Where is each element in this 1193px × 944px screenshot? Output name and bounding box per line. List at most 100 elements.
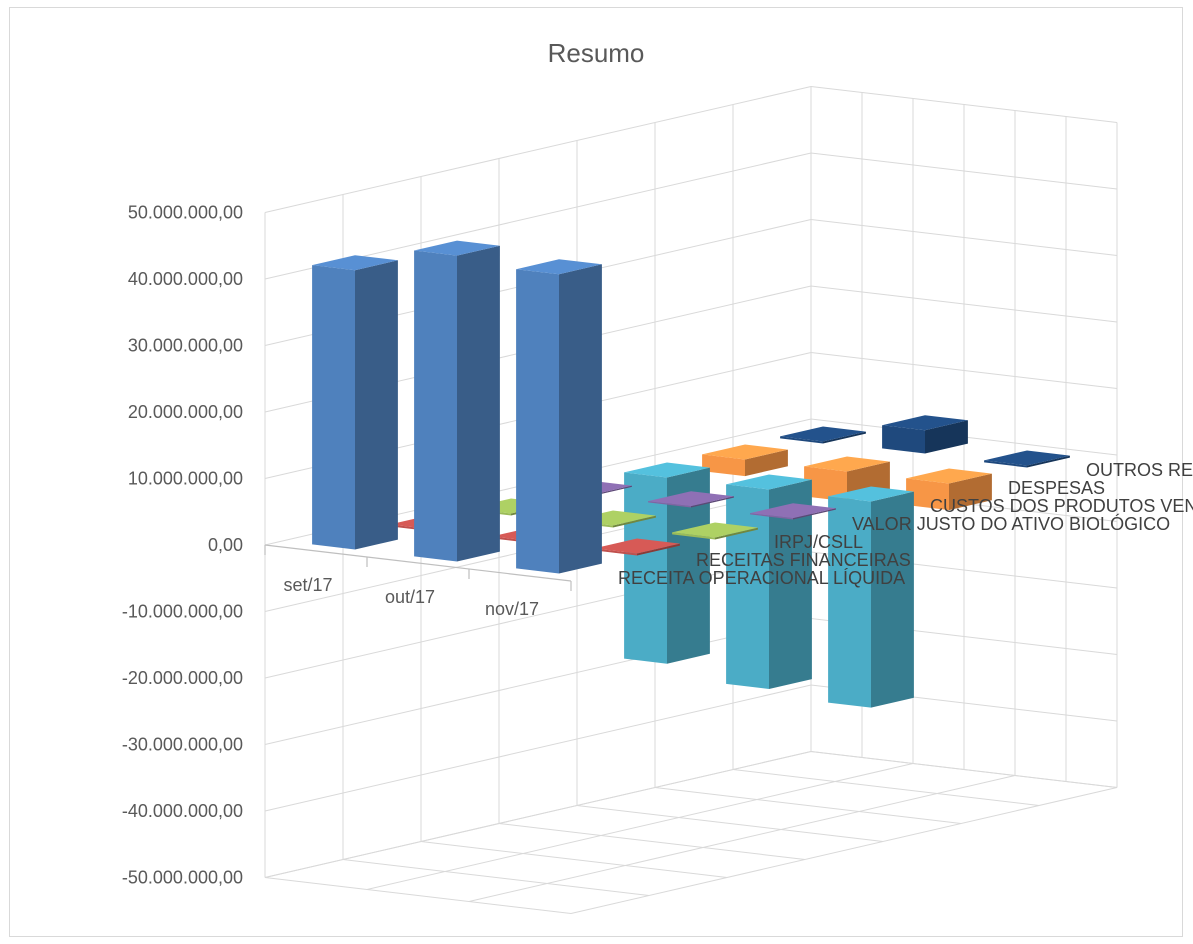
y-tick-label: 50.000.000,00 <box>128 203 243 223</box>
gridline <box>264 85 1118 213</box>
series-label: RECEITAS FINANCEIRAS <box>696 550 911 570</box>
bar-side <box>1027 455 1070 468</box>
bar <box>828 486 914 708</box>
bar-side <box>745 449 788 477</box>
bar <box>648 491 734 508</box>
bar-side <box>925 420 968 454</box>
gridline <box>342 859 650 896</box>
bar-top <box>648 491 734 507</box>
bar <box>726 474 812 689</box>
gridline <box>264 751 812 878</box>
bar-front <box>672 532 715 540</box>
bar-top <box>624 462 710 478</box>
x-axis-line <box>264 544 572 582</box>
bar-side <box>691 496 734 508</box>
series-label: RECEITA OPERACIONAL LÍQUIDA <box>618 568 905 588</box>
gridline <box>420 841 728 878</box>
chart-title: Resumo <box>547 38 645 68</box>
bar-front <box>828 496 871 708</box>
bar-top <box>828 486 914 502</box>
bar-top <box>750 503 836 519</box>
y-tick-label: -40.000.000,00 <box>122 801 243 821</box>
gridline <box>264 877 572 914</box>
bar-front <box>906 478 949 511</box>
gridline <box>570 787 1118 914</box>
bar-front <box>648 501 691 508</box>
x-tick-label: nov/17 <box>485 599 539 619</box>
bar <box>984 450 1070 468</box>
bar-top <box>414 240 500 256</box>
bar <box>594 538 680 556</box>
bar-front <box>726 484 769 689</box>
series-label: OUTROS RESULTADOS <box>1086 460 1193 480</box>
y-tick-label: 30.000.000,00 <box>128 336 243 356</box>
bar-top <box>726 474 812 490</box>
bar-side <box>949 473 992 511</box>
bar <box>804 456 890 502</box>
y-tick-label: 20.000.000,00 <box>128 402 243 422</box>
bar-front <box>750 513 793 520</box>
bar <box>414 240 500 562</box>
bar-top <box>984 450 1070 466</box>
bar-front <box>702 454 745 477</box>
bar-front <box>594 548 637 556</box>
y-axis: 50.000.000,00 40.000.000,00 30.000.000,00 2… <box>122 203 243 888</box>
y-tick-label: -50.000.000,00 <box>122 868 243 888</box>
x-tick-label: set/17 <box>283 575 332 595</box>
gridline <box>498 823 806 860</box>
gridline <box>654 787 962 824</box>
y-tick-label: 0,00 <box>208 535 243 555</box>
bar <box>750 503 836 520</box>
bar <box>516 259 602 574</box>
y-tick-label: 10.000.000,00 <box>128 469 243 489</box>
bar <box>702 444 788 477</box>
bar <box>672 522 758 540</box>
bar-top <box>906 468 992 484</box>
bar-side <box>871 491 914 708</box>
bar-side <box>637 543 680 556</box>
bar-side <box>769 479 812 689</box>
bar-top <box>804 456 890 472</box>
bar-front <box>414 250 457 562</box>
y-tick-label: -30.000.000,00 <box>122 735 243 755</box>
bar-front <box>804 466 847 502</box>
bar-top <box>882 415 968 431</box>
bar-front <box>312 265 355 550</box>
bar <box>882 415 968 454</box>
bar-top <box>780 426 866 442</box>
gridline <box>576 805 884 842</box>
gridline <box>468 775 1016 902</box>
bar-side <box>715 527 758 540</box>
gridline <box>732 769 1040 806</box>
bar-top <box>672 522 758 538</box>
series-label: DESPESAS <box>1008 478 1105 498</box>
bar-top <box>702 444 788 460</box>
x-axis: set/17 out/17 nov/17 <box>264 544 572 619</box>
bar-side <box>355 260 398 550</box>
bar-side <box>559 264 602 574</box>
series-label: IRPJ/CSLL <box>774 532 863 552</box>
y-tick-label: -10.000.000,00 <box>122 602 243 622</box>
bar-side <box>457 245 500 562</box>
bar-side <box>613 515 656 528</box>
bar-front <box>984 460 1027 468</box>
bar-top <box>594 538 680 554</box>
y-tick-label: 40.000.000,00 <box>128 269 243 289</box>
bar-front <box>882 425 925 454</box>
bar-side <box>667 467 710 664</box>
x-tick-label: out/17 <box>385 587 435 607</box>
y-tick-label: -20.000.000,00 <box>122 668 243 688</box>
bar-top <box>516 259 602 275</box>
bar <box>312 255 398 550</box>
bar <box>780 426 866 444</box>
gridline <box>366 763 914 890</box>
bar-front <box>780 436 823 444</box>
series-label: VALOR JUSTO DO ATIVO BIOLÓGICO <box>852 513 1170 534</box>
bar-side <box>793 508 836 520</box>
bar-top <box>312 255 398 271</box>
bar-side <box>823 431 866 444</box>
bar-front <box>516 269 559 574</box>
series-label: CUSTOS DOS PRODUTOS VENDIDOS <box>930 496 1193 516</box>
